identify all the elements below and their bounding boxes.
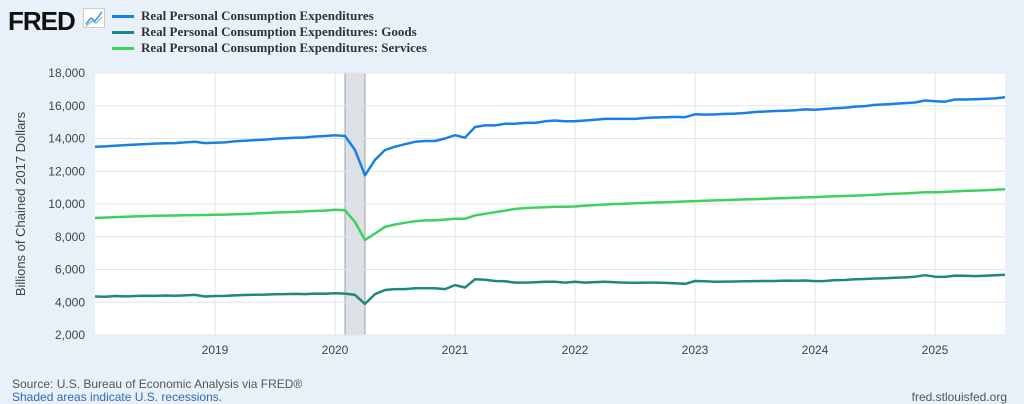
y-tick-label: 12,000	[48, 164, 85, 178]
x-tick-label: 2019	[202, 343, 229, 357]
recession-note-link[interactable]: Shaded areas indicate U.S. recessions.	[12, 390, 223, 404]
y-tick-label: 16,000	[48, 99, 85, 113]
y-tick-label: 4,000	[55, 295, 85, 309]
legend-swatch	[112, 46, 134, 50]
x-tick-label: 2023	[682, 343, 709, 357]
chart-line-icon	[83, 8, 105, 28]
series-line-total	[94, 95, 1006, 177]
series-line-goods	[94, 273, 1006, 306]
x-tick-label: 2024	[802, 343, 829, 357]
legend-swatch	[112, 30, 134, 34]
y-tick-label: 8,000	[55, 230, 85, 244]
legend-item-goods[interactable]: Real Personal Consumption Expenditures: …	[112, 24, 427, 40]
x-tick-label: 2025	[922, 343, 949, 357]
y-tick-label: 10,000	[48, 197, 85, 211]
legend-item-services[interactable]: Real Personal Consumption Expenditures: …	[112, 40, 427, 56]
x-tick-label: 2020	[322, 343, 349, 357]
legend-swatch	[112, 14, 134, 18]
site-link[interactable]: fred.stlouisfed.org	[911, 390, 1007, 404]
source-note: Source: U.S. Bureau of Economic Analysis…	[12, 377, 303, 391]
x-tick-label: 2021	[442, 343, 469, 357]
x-tick-label: 2022	[562, 343, 589, 357]
legend-label: Real Personal Consumption Expenditures: …	[141, 40, 427, 55]
legend: Real Personal Consumption Expenditures R…	[112, 8, 427, 56]
y-axis-label: Billions of Chained 2017 Dollars	[13, 111, 28, 296]
legend-item-total[interactable]: Real Personal Consumption Expenditures	[112, 8, 427, 24]
y-tick-label: 18,000	[48, 66, 85, 80]
legend-label: Real Personal Consumption Expenditures: …	[141, 24, 417, 39]
y-tick-label: 2,000	[55, 328, 85, 342]
series-line-services	[94, 188, 1006, 242]
fred-logo[interactable]: FRED	[8, 6, 76, 36]
y-tick-label: 14,000	[48, 132, 85, 146]
legend-label: Real Personal Consumption Expenditures	[141, 8, 374, 23]
y-tick-label: 6,000	[55, 263, 85, 277]
